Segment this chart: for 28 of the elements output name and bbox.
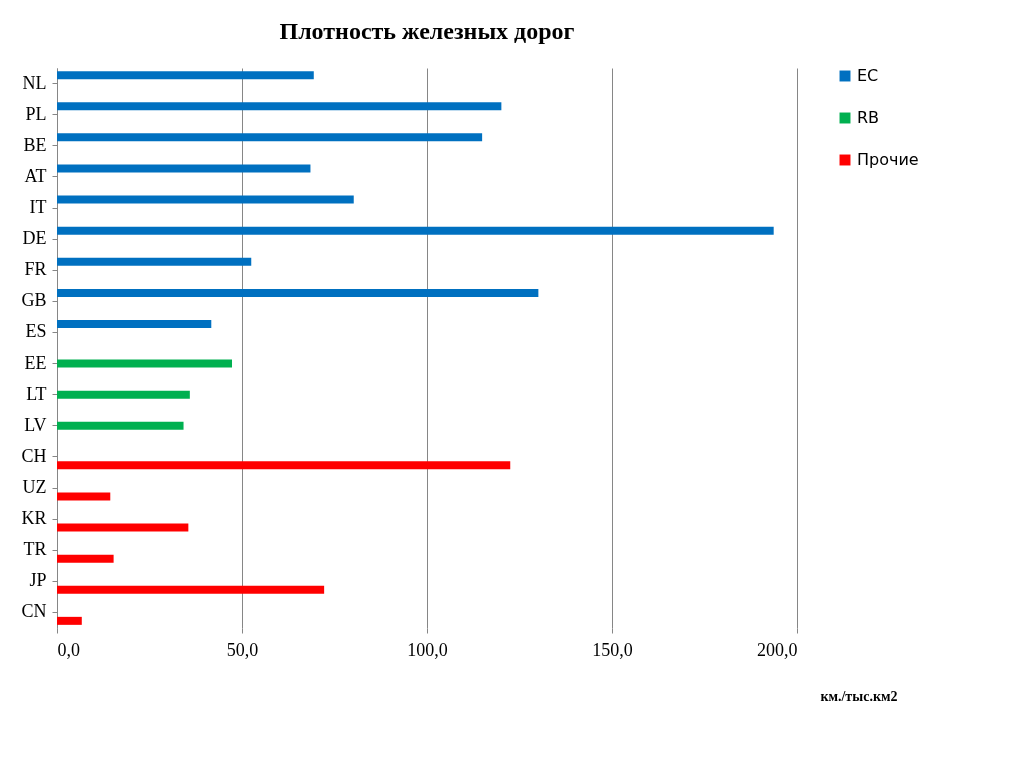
y-tick-label: GB	[21, 290, 47, 311]
y-tick-label: CN	[21, 601, 47, 622]
y-tick-label: KR	[21, 508, 47, 529]
y-tick-label: EE	[24, 352, 47, 373]
y-tick-label: ES	[25, 321, 47, 342]
y-tick-label: UZ	[22, 477, 47, 497]
x-tick-label: 100,0	[407, 639, 448, 660]
legend-label: Прочие	[857, 150, 919, 169]
y-tick-label: BE	[23, 134, 47, 155]
y-tick-label: JP	[29, 570, 47, 591]
x-tick-label: 200,0	[757, 639, 798, 660]
y-tick-label: CH	[21, 445, 47, 466]
x-tick-label: 0,0	[57, 639, 80, 660]
y-tick-label: TR	[23, 539, 47, 560]
x-tick-label: 150,0	[592, 639, 633, 660]
y-tick-label: FR	[24, 259, 47, 280]
y-tick-label: LT	[26, 383, 47, 404]
y-tick-label: IT	[29, 197, 47, 217]
legend-label: EC	[857, 66, 879, 85]
y-tick-label: PL	[25, 103, 47, 124]
x-tick-label: 50,0	[226, 639, 259, 660]
y-tick-label: DE	[22, 228, 47, 249]
x-axis-title: км./тыс.км2	[820, 688, 898, 704]
y-tick-label: NL	[22, 72, 47, 93]
legend-label: RB	[857, 108, 880, 127]
y-tick-label: LV	[24, 414, 47, 435]
chart-title: Плотность железных дорог	[279, 18, 575, 44]
y-tick-label: AT	[24, 165, 47, 186]
